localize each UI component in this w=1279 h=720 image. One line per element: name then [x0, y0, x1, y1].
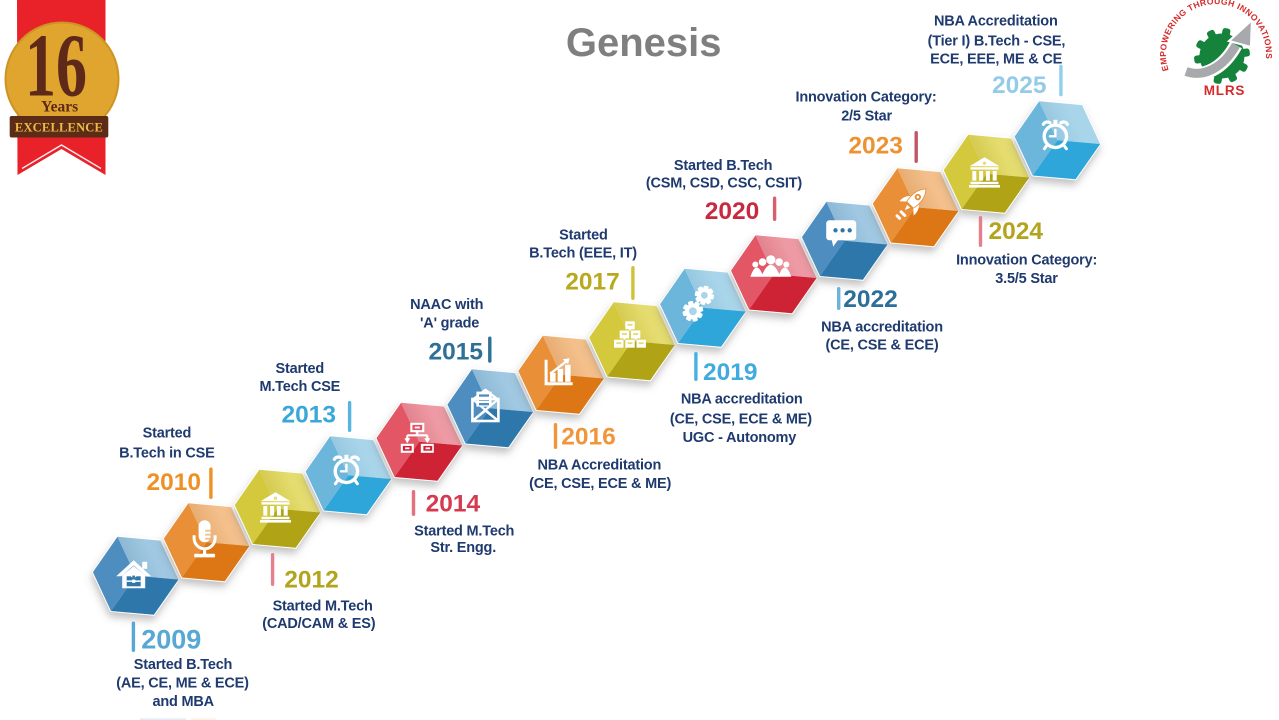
- svg-text:2012: 2012: [284, 567, 339, 594]
- svg-text:2022: 2022: [843, 286, 898, 313]
- svg-text:NAAC with: NAAC with: [410, 297, 483, 313]
- svg-text:(CSM, CSD, CSC, CSIT): (CSM, CSD, CSC, CSIT): [646, 176, 802, 192]
- svg-text:Started: Started: [276, 361, 325, 377]
- svg-text:Innovation Category:: Innovation Category:: [956, 252, 1097, 268]
- svg-text:3.5/5 Star: 3.5/5 Star: [995, 271, 1058, 287]
- svg-text:(CE, CSE, ECE & ME): (CE, CSE, ECE & ME): [670, 412, 812, 428]
- svg-text:Started: Started: [143, 425, 192, 441]
- svg-text:2009: 2009: [141, 625, 201, 655]
- svg-text:Started B.Tech: Started B.Tech: [134, 657, 232, 673]
- svg-text:NBA Accreditation: NBA Accreditation: [934, 14, 1058, 30]
- svg-text:NBA Accreditation: NBA Accreditation: [537, 458, 661, 474]
- svg-text:'A' grade: 'A' grade: [420, 315, 479, 331]
- svg-text:Years: Years: [41, 99, 78, 116]
- svg-text:NBA accreditation: NBA accreditation: [681, 391, 803, 407]
- svg-text:(CE, CSE, ECE & ME): (CE, CSE, ECE & ME): [529, 476, 671, 492]
- svg-text:(CE, CSE & ECE): (CE, CSE & ECE): [825, 337, 938, 353]
- svg-text:(Tier I) B.Tech - CSE,: (Tier I) B.Tech - CSE,: [928, 33, 1066, 49]
- svg-text:M.Tech CSE: M.Tech CSE: [259, 379, 340, 395]
- svg-text:(AE, CE, ME & ECE): (AE, CE, ME & ECE): [116, 676, 249, 692]
- svg-text:Str. Engg.: Str. Engg.: [430, 540, 496, 556]
- svg-text:and MBA: and MBA: [152, 694, 214, 710]
- svg-text:16: 16: [25, 17, 87, 116]
- svg-text:2017: 2017: [565, 269, 620, 296]
- svg-text:2/5 Star: 2/5 Star: [841, 109, 892, 125]
- svg-text:EXCELLENCE: EXCELLENCE: [15, 120, 103, 134]
- svg-text:Started M.Tech: Started M.Tech: [273, 598, 373, 614]
- svg-text:2024: 2024: [989, 218, 1044, 245]
- svg-text:Genesis: Genesis: [566, 21, 722, 65]
- svg-text:2013: 2013: [281, 401, 336, 428]
- svg-text:2010: 2010: [147, 469, 202, 496]
- svg-text:NBA accreditation: NBA accreditation: [821, 320, 943, 336]
- svg-text:2014: 2014: [426, 491, 481, 518]
- svg-text:Innovation Category:: Innovation Category:: [795, 90, 936, 106]
- svg-text:Started B.Tech: Started B.Tech: [674, 158, 772, 174]
- svg-text:(CAD/CAM & ES): (CAD/CAM & ES): [262, 616, 376, 632]
- svg-text:2025: 2025: [992, 72, 1047, 99]
- svg-text:UGC - Autonomy: UGC - Autonomy: [683, 430, 797, 446]
- svg-text:B.Tech in CSE: B.Tech in CSE: [119, 445, 215, 461]
- svg-text:2019: 2019: [703, 359, 758, 386]
- svg-text:2016: 2016: [561, 423, 616, 450]
- svg-text:2020: 2020: [705, 198, 760, 225]
- svg-text:MLRS: MLRS: [1204, 83, 1245, 98]
- svg-text:Started: Started: [559, 227, 608, 243]
- svg-text:ECE, EEE, ME & CE: ECE, EEE, ME & CE: [930, 51, 1062, 67]
- svg-text:2023: 2023: [848, 132, 903, 159]
- svg-text:2015: 2015: [429, 339, 484, 366]
- svg-text:Started M.Tech: Started M.Tech: [414, 524, 514, 540]
- svg-text:B.Tech (EEE, IT): B.Tech (EEE, IT): [529, 246, 637, 262]
